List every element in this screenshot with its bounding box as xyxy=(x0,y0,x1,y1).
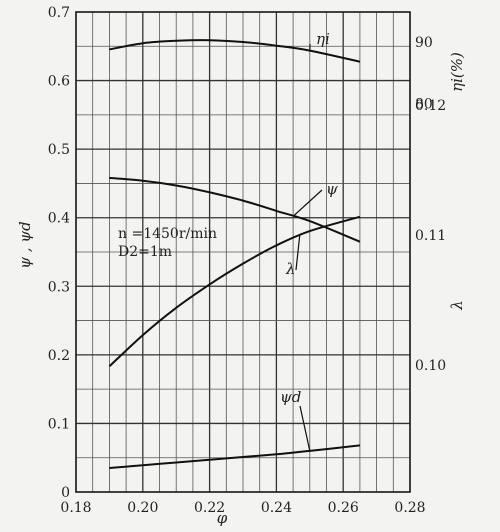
x-tick-label: 0.24 xyxy=(261,500,292,516)
annotation-speed: n =1450r/min xyxy=(118,226,217,242)
left-tick-label: 0.5 xyxy=(48,142,70,158)
left-tick-label: 0.6 xyxy=(48,74,70,90)
lambda-tick-label: 0.12 xyxy=(415,98,446,114)
left-axis-label: ψ , ψd xyxy=(16,221,34,268)
series-label-lambda: λ xyxy=(285,260,296,278)
annotation-diameter: D2=1m xyxy=(118,244,172,260)
tick-labels: 0.18 0.20 0.22 0.24 0.26 0.28 0 0.1 0.2 0.3 0.4 0.5… xyxy=(48,5,446,516)
eta-curve xyxy=(109,39,361,63)
leader-lines xyxy=(292,43,323,451)
eta-axis-label: ηi(%) xyxy=(448,52,466,92)
plot-frame xyxy=(75,11,411,493)
x-tick-label: 0.18 xyxy=(60,500,91,516)
curves xyxy=(108,39,361,469)
x-tick-label: 0.26 xyxy=(328,500,359,516)
x-axis-label: φ xyxy=(217,509,228,527)
eta-tick-label: 80 xyxy=(415,97,433,113)
left-tick-label: 0.4 xyxy=(48,211,70,227)
left-tick-label: 0.7 xyxy=(48,5,70,21)
lambda-tick-label: 0.10 xyxy=(415,358,446,374)
series-label-psi: ψ xyxy=(326,180,338,198)
grid xyxy=(75,11,411,493)
x-tick-label: 0.20 xyxy=(127,500,158,516)
left-tick-label: 0.1 xyxy=(48,416,70,432)
x-tick-label: 0.22 xyxy=(194,500,225,516)
eta-tick-label: 90 xyxy=(415,35,433,51)
lambda-curve xyxy=(108,215,361,368)
psi-curve xyxy=(109,176,361,243)
psi-curve-leader xyxy=(292,189,323,217)
series-label-psid: ψd xyxy=(280,388,301,406)
psid-curve-leader xyxy=(299,405,311,451)
left-tick-label: 0.2 xyxy=(48,348,70,364)
left-tick-label: 0.3 xyxy=(48,279,70,295)
left-tick-label: 0 xyxy=(61,485,70,501)
x-tick-label: 0.28 xyxy=(394,500,425,516)
series-label-eta: ηi xyxy=(316,30,330,48)
psid-curve xyxy=(109,444,361,469)
lambda-axis-label: λ xyxy=(448,300,466,311)
lambda-tick-label: 0.11 xyxy=(415,228,446,244)
lambda-curve-leader xyxy=(295,234,301,271)
